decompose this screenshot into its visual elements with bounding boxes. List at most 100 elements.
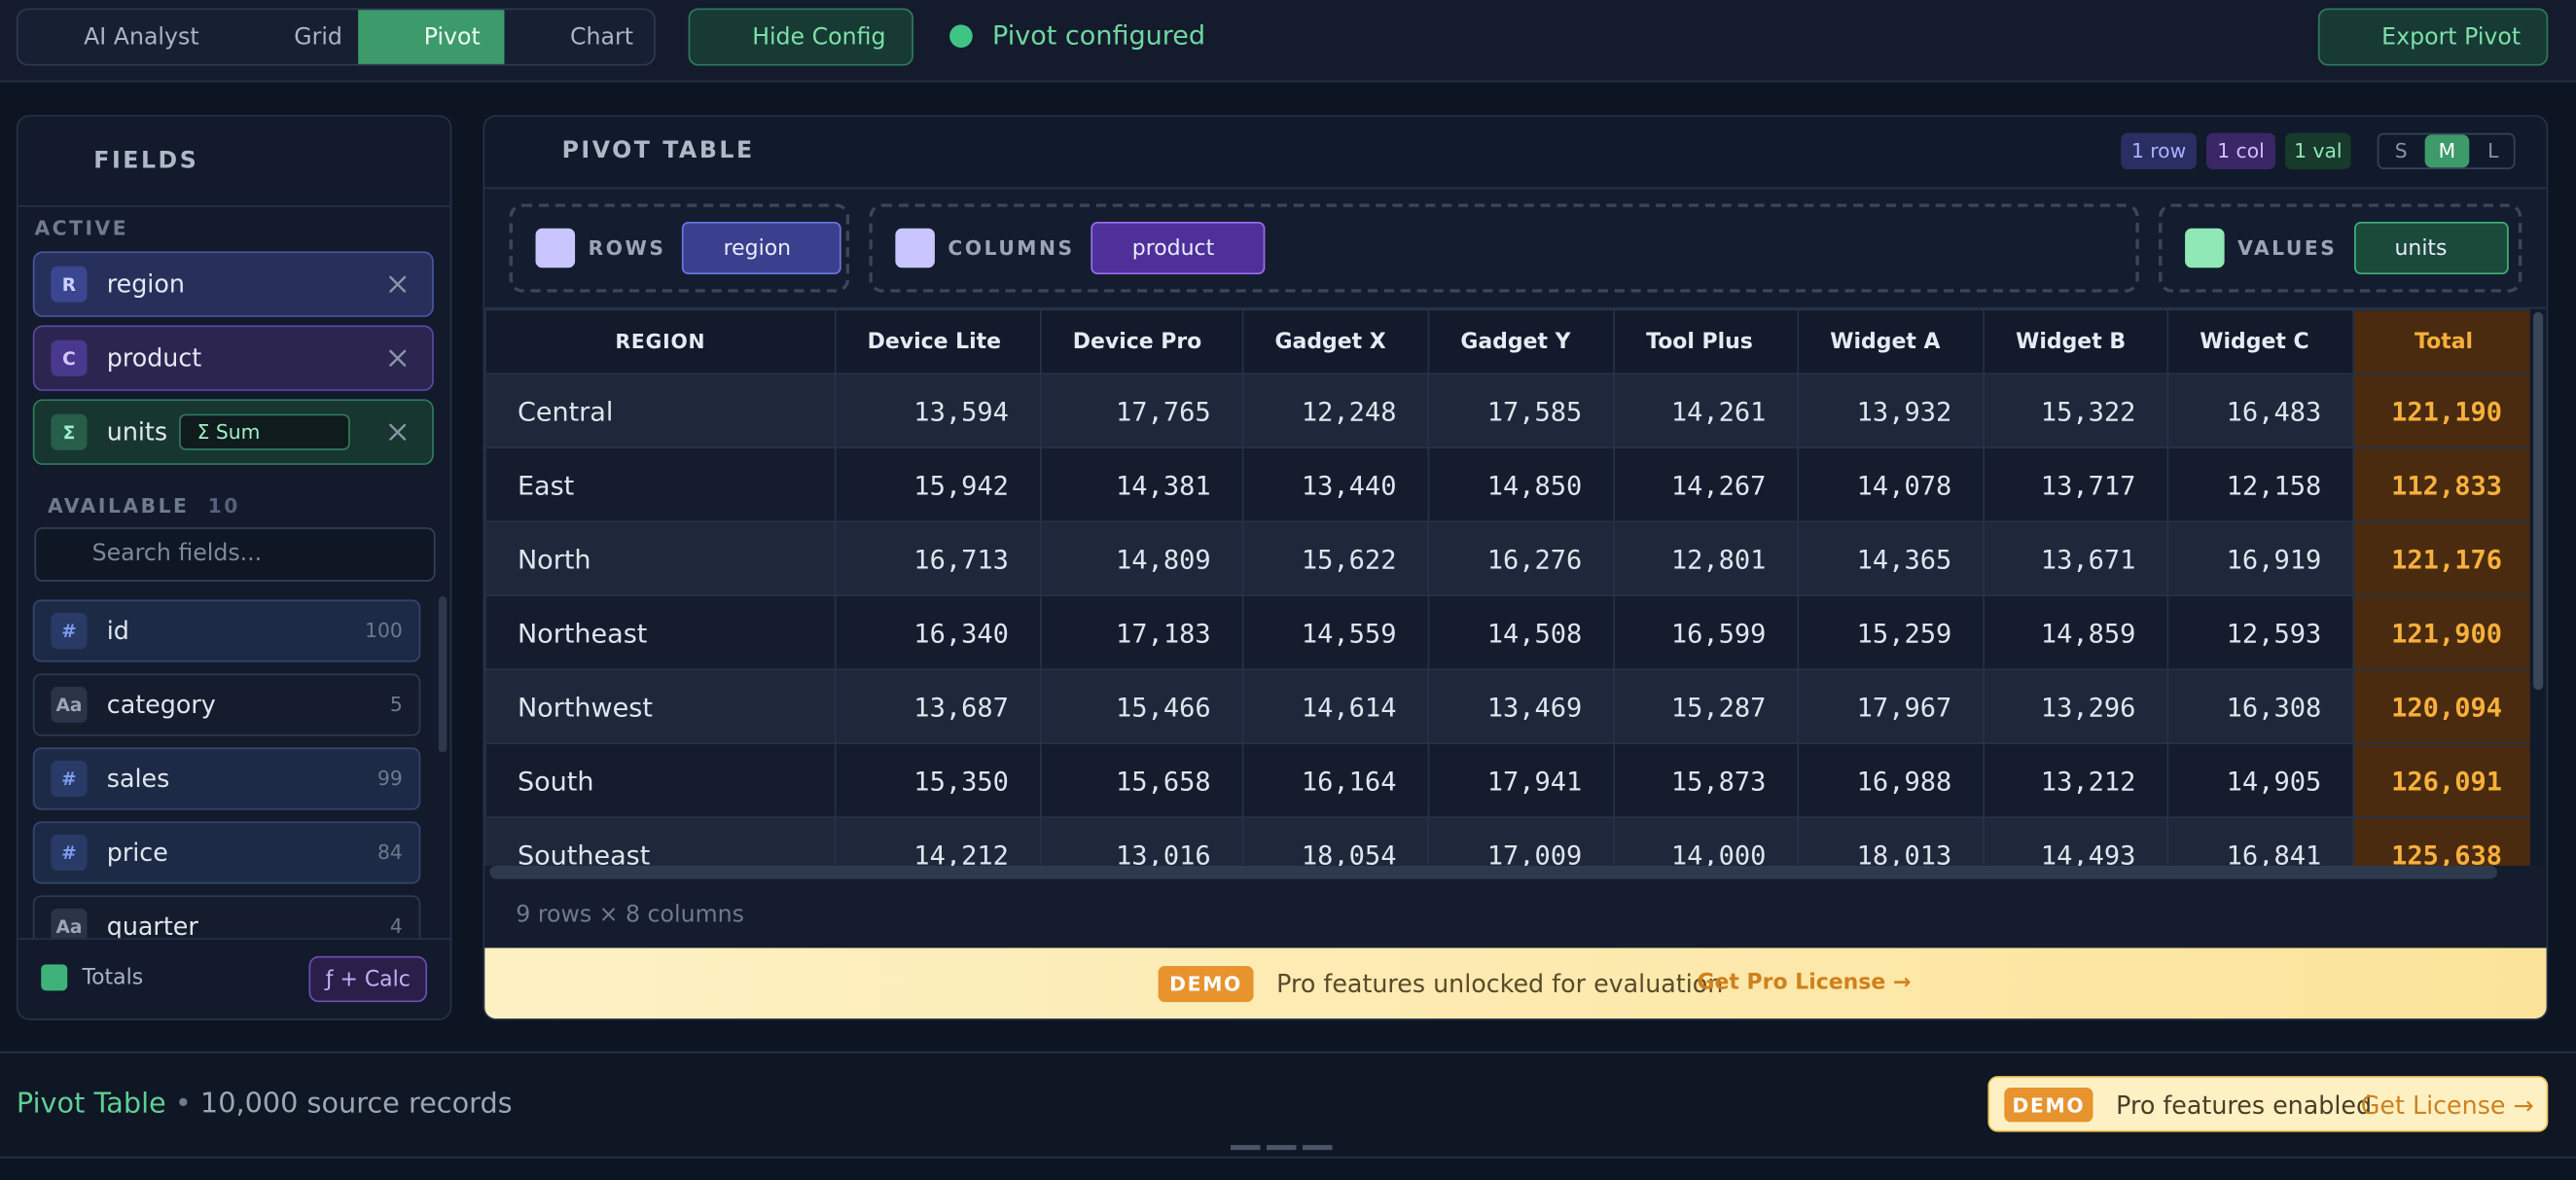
row-total: 121,176 xyxy=(2352,520,2530,597)
cell: 17,941 xyxy=(1427,742,1616,819)
summary: 9 rows × 8 columns xyxy=(516,902,744,929)
cell: 18,013 xyxy=(1797,816,1986,866)
zone-chip[interactable]: product xyxy=(1091,221,1266,275)
row-header: Northeast xyxy=(484,594,837,671)
row-total: 121,190 xyxy=(2352,373,2530,449)
demo-link[interactable]: Get License → xyxy=(2360,1091,2534,1121)
remove-icon[interactable] xyxy=(389,423,407,441)
data-row: South 15,350 15,658 16,164 17,941 15,873 16,98… xyxy=(484,742,2530,819)
field-count: 99 xyxy=(376,767,403,791)
cell: 14,614 xyxy=(1241,668,1430,745)
summary-bar xyxy=(484,865,2547,948)
field-name: product xyxy=(106,342,202,374)
size-toggle xyxy=(2377,132,2516,169)
column-header[interactable]: Device Lite xyxy=(834,308,1042,375)
cell: 14,809 xyxy=(1039,520,1244,597)
resize-handle[interactable] xyxy=(1230,1145,1333,1151)
field-name: sales xyxy=(106,764,170,794)
data-row: Southeast 14,212 13,016 18,054 17,009 14,000 1… xyxy=(484,816,2530,866)
scrollbar xyxy=(489,865,2497,879)
zone-icon xyxy=(2185,228,2225,268)
zone-label: VALUES xyxy=(2237,236,2338,260)
calc-button[interactable]: ƒ + Calc xyxy=(308,955,428,1003)
app-title: Pivot Table xyxy=(16,1087,166,1121)
row-total: 125,638 xyxy=(2352,816,2530,866)
available-field[interactable]: # id 100 xyxy=(32,599,421,662)
column-header[interactable]: Device Pro xyxy=(1039,308,1244,375)
row-total: 112,833 xyxy=(2352,447,2530,523)
column-header[interactable]: Gadget X xyxy=(1241,308,1430,375)
view-tabs: AI Analyst Grid Pivot Chart xyxy=(16,8,656,66)
tab[interactable]: Chart xyxy=(570,24,633,52)
column-header[interactable]: REGION xyxy=(484,308,837,375)
column-header[interactable]: Widget B xyxy=(1983,308,2169,375)
column-header[interactable]: Widget C xyxy=(2166,308,2355,375)
cell: 14,493 xyxy=(1983,816,2169,866)
export-button[interactable]: Export Pivot xyxy=(2317,8,2549,66)
data-row: Northeast 16,340 17,183 14,559 14,508 16,599 1… xyxy=(484,594,2530,671)
cell: 12,593 xyxy=(2166,594,2355,671)
cell: 16,919 xyxy=(2166,520,2355,597)
aggregation-select[interactable]: Σ Sum xyxy=(179,413,350,450)
tab[interactable]: AI Analyst xyxy=(84,24,199,52)
tab[interactable]: Grid xyxy=(294,24,342,52)
count: 10 xyxy=(207,494,240,518)
demo-link[interactable]: Get Pro License → xyxy=(1697,971,1912,996)
column-header[interactable]: Widget A xyxy=(1797,308,1986,375)
panel-title: FIELDS xyxy=(93,147,199,175)
cell: 16,276 xyxy=(1427,520,1616,597)
row-header: Northwest xyxy=(484,668,837,745)
cell: 15,287 xyxy=(1613,668,1800,745)
size-option[interactable]: S xyxy=(2394,139,2408,163)
totals-checkbox[interactable] xyxy=(41,964,68,991)
column-header[interactable]: Tool Plus xyxy=(1613,308,1800,375)
totals-label: Totals xyxy=(82,966,144,991)
cell: 15,622 xyxy=(1241,520,1430,597)
cell: 13,687 xyxy=(834,668,1042,745)
status-text: Pivot configured xyxy=(992,19,1206,52)
divider xyxy=(18,938,450,940)
cell: 13,932 xyxy=(1797,373,1986,449)
cell: 14,859 xyxy=(1983,594,2169,671)
zone-chip[interactable]: region xyxy=(682,221,842,275)
size-option[interactable]: M xyxy=(2424,134,2470,168)
field-name: category xyxy=(106,690,216,720)
size-option[interactable]: L xyxy=(2487,139,2499,163)
cell: 15,322 xyxy=(1983,373,2169,449)
cell: 17,967 xyxy=(1797,668,1986,745)
cell: 16,599 xyxy=(1613,594,1800,671)
status-icon xyxy=(949,24,973,48)
available-field[interactable]: # sales 99 xyxy=(32,747,421,810)
search-input[interactable]: Search fields... xyxy=(34,527,436,582)
cell: 12,801 xyxy=(1613,520,1800,597)
demo-text: Pro features enabled xyxy=(2116,1091,2373,1121)
cell: 17,765 xyxy=(1039,373,1244,449)
header-row: REGION Device Lite Device Pro Gadget X Gadge… xyxy=(484,308,2530,375)
available-field[interactable]: Aa category 5 xyxy=(32,673,421,736)
remove-icon[interactable] xyxy=(389,349,407,367)
field-name: units xyxy=(106,416,168,447)
cell: 16,988 xyxy=(1797,742,1986,819)
table-viewport: REGION Device Lite Device Pro Gadget X Gadge… xyxy=(484,308,2530,866)
available-field[interactable]: Aa quarter 4 xyxy=(32,895,421,939)
count-badge: 1 col xyxy=(2206,132,2275,169)
cell: 13,717 xyxy=(1983,447,2169,523)
tab[interactable]: Pivot xyxy=(358,10,505,64)
row-total: 126,091 xyxy=(2352,742,2530,819)
cell: 13,212 xyxy=(1983,742,2169,819)
remove-icon[interactable] xyxy=(389,275,407,293)
cell: 12,248 xyxy=(1241,373,1430,449)
field-badge: R xyxy=(51,266,88,303)
column-header[interactable]: Gadget Y xyxy=(1427,308,1616,375)
available-field[interactable]: # price 84 xyxy=(32,821,421,884)
hide-config-button[interactable]: Hide Config xyxy=(688,8,913,66)
field-count: 84 xyxy=(376,840,403,865)
row-header: Central xyxy=(484,373,837,449)
count-badge: 1 row xyxy=(2121,132,2197,169)
zone-chip[interactable]: units xyxy=(2353,221,2508,275)
column-header[interactable]: Total xyxy=(2352,308,2530,375)
